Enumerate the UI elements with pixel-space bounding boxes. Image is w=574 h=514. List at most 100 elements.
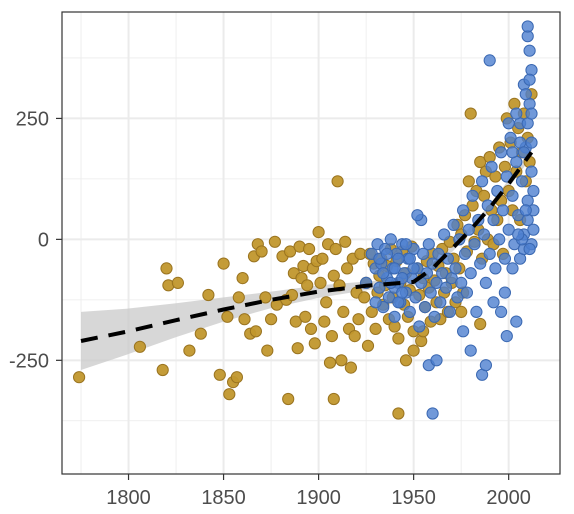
data-point-blue xyxy=(388,310,401,323)
data-point-gold xyxy=(213,368,226,381)
data-point-blue xyxy=(460,286,473,299)
x-tick-label: 2000 xyxy=(486,487,531,509)
data-point-blue xyxy=(525,107,538,120)
data-point-blue xyxy=(418,301,432,314)
data-point-blue xyxy=(428,310,441,323)
data-point-gold xyxy=(133,340,146,353)
data-point-gold xyxy=(462,175,475,188)
data-point-gold xyxy=(358,291,371,304)
data-point-blue xyxy=(479,276,492,289)
data-point-gold xyxy=(464,107,477,120)
data-point-gold xyxy=(392,407,405,420)
data-point-blue xyxy=(493,233,506,246)
data-point-blue xyxy=(523,44,536,57)
data-point-blue xyxy=(519,204,532,217)
data-point-blue xyxy=(373,281,386,294)
data-point-gold xyxy=(289,315,302,328)
data-point-blue xyxy=(417,247,430,260)
y-tick-label: 0 xyxy=(38,229,49,251)
data-point-gold xyxy=(249,325,262,338)
data-point-blue xyxy=(439,281,453,294)
data-point-gold xyxy=(230,371,243,384)
data-point-gold xyxy=(217,257,230,270)
data-point-blue xyxy=(525,165,538,178)
data-point-gold xyxy=(341,262,354,275)
data-point-gold xyxy=(223,388,236,401)
data-point-gold xyxy=(369,322,382,335)
data-point-gold xyxy=(455,305,468,318)
data-point-gold xyxy=(284,245,297,258)
data-point-gold xyxy=(171,276,184,289)
data-point-blue xyxy=(457,325,470,338)
data-point-blue xyxy=(506,146,519,159)
data-point-blue xyxy=(384,233,397,246)
data-point-gold xyxy=(261,344,274,357)
data-point-gold xyxy=(331,175,344,188)
data-point-gold xyxy=(399,354,413,367)
trend-line xyxy=(80,151,534,343)
data-point-gold xyxy=(160,262,173,275)
data-point-blue xyxy=(519,88,532,101)
data-point-gold xyxy=(282,392,295,406)
data-point-blue xyxy=(464,267,477,280)
data-point-blue xyxy=(457,204,470,217)
data-point-gold xyxy=(259,291,272,304)
data-point-blue xyxy=(476,175,489,188)
data-point-blue xyxy=(500,330,513,343)
data-point-gold xyxy=(291,342,304,355)
data-point-gold xyxy=(320,296,333,309)
data-point-blue xyxy=(462,223,475,236)
data-point-blue xyxy=(477,228,491,241)
data-point-blue xyxy=(487,213,500,227)
data-point-gold xyxy=(236,272,249,285)
data-point-gold xyxy=(156,363,169,377)
data-point-blue xyxy=(403,252,416,265)
data-point-blue xyxy=(443,305,456,318)
data-point-blue xyxy=(504,131,517,144)
data-point-blue xyxy=(481,199,494,212)
data-point-blue xyxy=(470,305,483,318)
data-point-blue xyxy=(449,262,462,275)
trend-path xyxy=(80,151,534,343)
data-point-blue xyxy=(506,189,519,202)
data-point-gold xyxy=(304,322,318,335)
data-point-gold xyxy=(202,288,215,302)
data-point-blue xyxy=(479,359,492,372)
x-tick-label: 1900 xyxy=(296,487,341,509)
data-point-blue xyxy=(380,247,394,260)
data-point-blue xyxy=(512,228,525,241)
data-point-gold xyxy=(348,330,361,343)
data-point-blue xyxy=(430,276,443,289)
data-point-blue xyxy=(422,238,435,251)
y-tick-label: 250 xyxy=(16,108,49,130)
data-point-gold xyxy=(183,344,196,357)
y-tick-label: -250 xyxy=(9,350,49,372)
data-point-blue xyxy=(382,291,395,304)
data-point-gold xyxy=(335,354,348,367)
data-point-blue xyxy=(464,344,477,357)
data-point-blue xyxy=(409,291,422,304)
x-tick-label: 1800 xyxy=(106,487,151,509)
data-point-blue xyxy=(396,272,409,285)
data-point-blue xyxy=(496,204,510,217)
data-point-blue xyxy=(498,286,511,299)
data-point-gold xyxy=(312,226,325,239)
data-point-gold xyxy=(339,235,352,248)
data-point-gold xyxy=(299,310,312,323)
data-point-blue xyxy=(521,20,534,33)
data-point-gold xyxy=(344,361,357,374)
data-point-gold xyxy=(308,337,321,350)
x-tick-label: 1950 xyxy=(391,487,436,509)
data-point-blue xyxy=(485,160,498,173)
data-point-blue xyxy=(474,257,487,270)
data-point-blue xyxy=(403,305,416,318)
data-point-blue xyxy=(424,286,437,299)
data-point-blue xyxy=(411,209,424,222)
data-points xyxy=(73,20,540,420)
data-point-blue xyxy=(502,117,515,130)
data-point-blue xyxy=(510,107,523,120)
data-point-gold xyxy=(238,313,251,326)
data-point-blue xyxy=(377,267,390,280)
data-point-blue xyxy=(396,286,409,299)
data-point-blue xyxy=(498,252,511,265)
